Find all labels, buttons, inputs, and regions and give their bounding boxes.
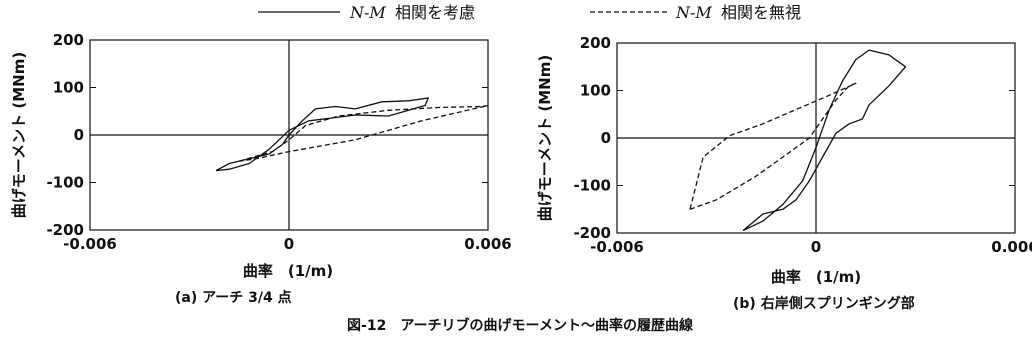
chart-a-ytick-label: -200 — [46, 221, 84, 239]
legend-ignored-text: 相関を無視 — [721, 3, 801, 22]
chart-b-ytick-label: -100 — [573, 177, 611, 195]
legend-ignored-nm: N-M — [675, 3, 712, 22]
chart-b-xlabel: 曲率 (1/m) — [771, 268, 861, 286]
chart-b-ylabel: 曲げモーメント (MNm) — [536, 55, 554, 221]
chart-a-caption: (a) アーチ 3/4 点 — [175, 289, 292, 306]
chart-b-xtick-label: 0.006 — [991, 238, 1032, 256]
chart-a-xlabel: 曲率 (1/m) — [243, 262, 333, 280]
chart-b-series — [689, 49, 907, 232]
chart-b: 200 100 0 -100 -200-0.006 0 0.006 曲率 (1/m) 曲げモ… — [536, 34, 1032, 312]
chart-b-xtick-label: -0.006 — [590, 238, 644, 256]
chart-a-ytick-label: 100 — [53, 79, 84, 97]
legend-considered-text: 相関を考慮 — [395, 3, 475, 22]
chart-b-series-dashed — [689, 82, 857, 210]
chart-a-ytick-label: -100 — [46, 174, 84, 192]
chart-b-ytick-label: 200 — [580, 34, 611, 52]
chart-b-ytick-label: 0 — [601, 129, 611, 147]
chart-b-ticks: 200 100 0 -100 -200-0.006 0 0.006 — [573, 34, 1032, 256]
legend: N-M 相関を考慮 N-M 相関を無視 — [258, 3, 801, 22]
chart-a-ylabel: 曲げモーメント (MNm) — [10, 52, 28, 218]
chart-b-caption: (b) 右岸側スプリンギング部 — [733, 295, 915, 312]
chart-a-ticks: 200 100 0 -100 -200-0.006 0 0.006 — [46, 31, 511, 253]
chart-a-ytick-label: 200 — [53, 31, 84, 49]
chart-a-series-dashed — [239, 104, 489, 162]
legend-considered-nm: N-M — [349, 3, 386, 22]
chart-a: 200 100 0 -100 -200-0.006 0 0.006 曲率 (1/m) 曲げモ… — [10, 31, 512, 306]
chart-b-ytick-label: 100 — [580, 82, 611, 100]
chart-a-series — [215, 97, 489, 172]
chart-a-xtick-label: 0.006 — [464, 235, 511, 253]
chart-a-xtick-label: 0 — [284, 235, 294, 253]
chart-a-ytick-label: 0 — [74, 126, 84, 144]
chart-b-series-solid — [742, 49, 907, 232]
figure-caption: 図-12 アーチリブの曲げモーメント～曲率の履歴曲線 — [347, 317, 693, 334]
chart-b-ytick-label: -200 — [573, 224, 611, 242]
chart-a-xtick-label: -0.006 — [63, 235, 117, 253]
chart-b-xtick-label: 0 — [811, 238, 821, 256]
